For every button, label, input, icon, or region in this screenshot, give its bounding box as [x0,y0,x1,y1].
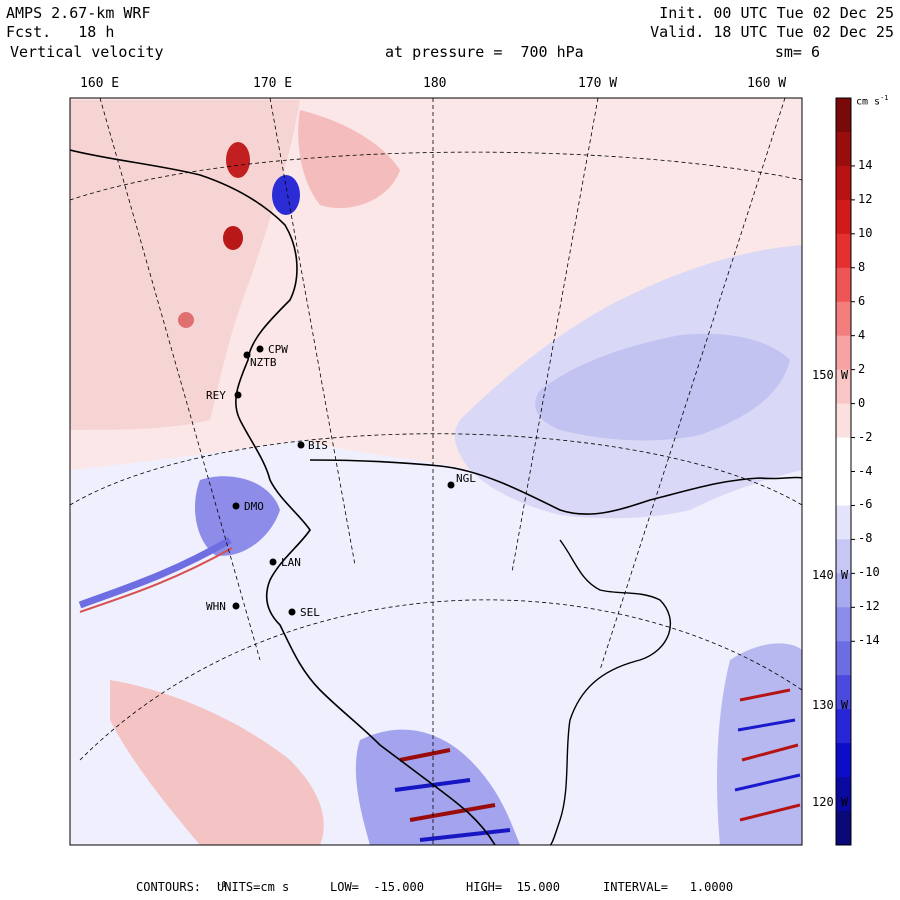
lon-label-160w: 160 W [747,76,787,91]
grounding-line [549,539,671,845]
colorbar-swatch [836,267,851,303]
lon-label-170e: 170 E [253,76,293,91]
colorbar-tick-label: 6 [858,293,866,308]
station-cpw-dot [256,345,264,353]
lat-label-120w: 120 W [812,795,849,809]
colorbar-swatch [836,607,851,642]
footer-contours-label: CONTOURS: [136,880,202,894]
model-title: AMPS 2.67-km WRF [6,4,151,22]
descent-region-west [70,100,300,430]
colorbar-swatch [836,675,851,710]
ascent-core-east [535,333,790,441]
lon-label-160e: 160 E [80,76,120,91]
colorbar-tick-label: -8 [858,531,873,546]
colorbar-swatch [836,573,851,608]
init-time: Init. 00 UTC Tue 02 Dec 25 [659,4,894,22]
colorbar-swatch [836,539,851,574]
station-bis-label: BIS [308,439,328,452]
footer-units: UNITS=cm s -1 [217,880,290,894]
colorbar-units: cm s-1 [856,94,889,108]
field-name: Vertical velocity [10,43,164,61]
colorbar-swatch [836,709,851,744]
station-sel-label: SEL [300,606,320,619]
lat-label-150w: 150 W [812,368,849,382]
colorbar-tick-label: 8 [858,259,866,274]
station-rey-dot [234,391,242,399]
colorbar-swatch [836,199,851,235]
ascent-patch-west [195,476,280,556]
colorbar-swatch [836,233,851,269]
colorbar-swatch [836,641,851,676]
station-ngl-dot [447,481,455,489]
convective-cells-north [178,142,300,328]
colorbar-swatch [836,165,851,201]
station-cpw-label: CPW [268,343,288,356]
colorbar-frame [835,97,852,846]
station-dmo-dot [232,502,240,510]
wave-streamer [78,536,232,609]
colorbar-tick-label: -6 [858,497,873,512]
footer-interval: INTERVAL= 1.0000 [603,880,734,894]
colorbar-tick-label: -4 [858,463,873,478]
colorbar-swatch [836,505,851,540]
colorbar-tick-label: 12 [858,191,873,206]
mountain-wave-se [717,643,802,845]
graticule [70,98,802,845]
station-bis-dot [297,441,305,449]
colorbar-tick-label: 2 [858,361,866,376]
coastline [70,149,496,845]
lon-label-170w: 170 W [578,76,618,91]
station-nztb-label: NZTB [250,356,277,369]
station-lan-dot [269,558,277,566]
footer-high: HIGH= 15.000 [466,880,560,894]
valid-time: Valid. 18 UTC Tue 02 Dec 25 [650,23,894,41]
mountain-wave-stripes [734,688,801,822]
colorbar-tick-label: -14 [858,633,880,648]
colorbar-tick-label: 0 [858,395,866,410]
colorbar-swatch [836,98,851,133]
footer-low: LOW= -15.000 [330,880,424,894]
descent-patch-north [298,110,400,209]
smoothing: sm= 6 [774,43,820,61]
station-whn-dot [232,602,240,610]
colorbar-swatch [836,335,851,371]
colorbar-tick-label: 14 [858,157,873,172]
station-whn-label: WHN [206,600,226,613]
station-lan-label: LAN [281,556,301,569]
station-rey-label: REY [206,389,226,402]
pressure-level: at pressure = 700 hPa [385,43,584,61]
colorbar-swatch [836,811,851,846]
wave-streamer-edge [79,547,233,613]
colorbar-swatch [836,437,851,472]
colorbar-tick-label: 10 [858,225,873,240]
station-dmo-label: DMO [244,500,264,513]
station-sel-dot [288,608,296,616]
colorbar-tick-label: -12 [858,599,880,614]
lat-label-140w: 140 W [812,568,849,582]
colorbar-swatch [836,471,851,506]
colorbar-swatch [836,777,851,812]
colorbar-tick-label: -10 [858,565,880,580]
colorbar-tick-label: -2 [858,429,873,444]
colorbar-swatch [836,743,851,778]
lat-label-130w: 130 W [812,698,849,712]
station-nztb-dot [243,351,251,359]
colorbar-swatch [836,403,851,439]
colorbar-swatch [836,131,851,167]
station-markers [232,345,455,616]
map-frame [69,97,803,846]
station-ngl-label: NGL [456,472,476,485]
lon-label-180: 180 [423,76,447,91]
colorbar-tick-label: 4 [858,327,866,342]
colorbar-swatch [836,369,851,405]
descent-patch-sw [110,680,324,845]
forecast-hour: Fcst. 18 h [6,23,115,41]
ice-shelf-front [309,459,802,515]
colorbar-swatch [836,301,851,337]
colorbar [836,98,855,846]
